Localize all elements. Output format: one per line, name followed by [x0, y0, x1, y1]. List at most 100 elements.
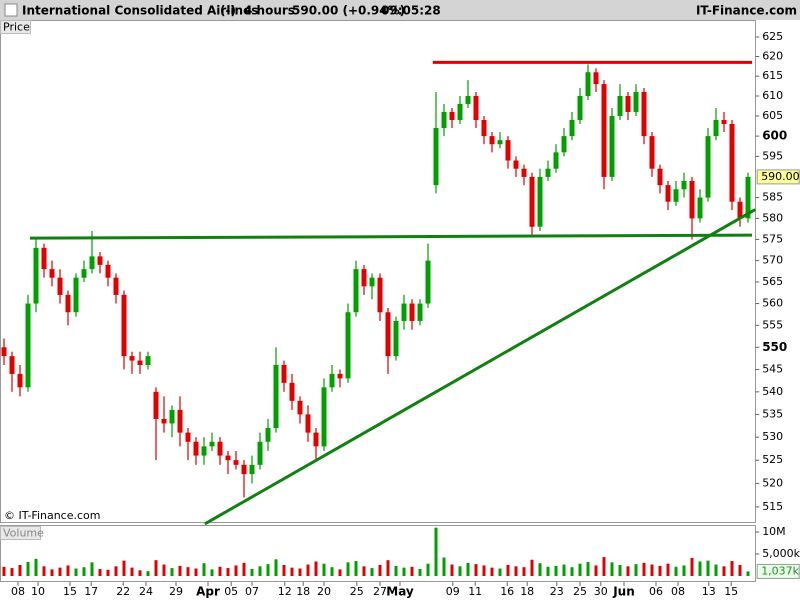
volume-bar — [98, 568, 102, 576]
candle-body — [305, 414, 311, 433]
volume-bar — [418, 568, 422, 576]
candle-body — [233, 460, 239, 465]
volume-bar — [530, 559, 534, 576]
candle-body — [561, 136, 567, 153]
candle-body — [537, 176, 543, 227]
candle-body — [313, 432, 319, 447]
header-bar — [0, 0, 800, 20]
x-tick-label: 29 — [169, 585, 183, 598]
volume-bar — [338, 569, 342, 576]
volume-bar — [234, 565, 238, 576]
volume-bar — [706, 560, 710, 576]
volume-bar — [42, 566, 46, 576]
volume-bar — [306, 564, 310, 576]
candle-body — [729, 123, 735, 202]
volume-bar — [74, 568, 78, 576]
y-tick-label: 560 — [762, 297, 783, 310]
y-tick-label: 570 — [762, 254, 783, 267]
volume-bar — [618, 565, 622, 576]
volume-bar — [106, 569, 110, 576]
y-tick-label: 580 — [762, 211, 783, 224]
candle-body — [617, 95, 623, 116]
candle-body — [593, 72, 599, 85]
candle-body — [633, 92, 639, 112]
x-tick-label: 27 — [373, 585, 387, 598]
candle-body — [209, 441, 215, 447]
candle-body — [169, 409, 175, 424]
candle-body — [153, 391, 159, 419]
candle-body — [297, 400, 303, 415]
candle-body — [401, 303, 407, 321]
candle-body — [497, 140, 503, 145]
volume-bar — [650, 564, 654, 576]
candle-body — [689, 181, 695, 219]
volume-bar — [610, 562, 614, 576]
candle-body — [73, 277, 79, 313]
volume-bar — [258, 566, 262, 576]
candle-body — [49, 269, 55, 278]
quote: 590.00 (+0.94%) — [292, 4, 405, 18]
x-tick-label: 22 — [116, 585, 130, 598]
trend-line — [204, 208, 756, 526]
candle-body — [713, 119, 719, 137]
candle-body — [17, 373, 23, 388]
candle-body — [473, 95, 479, 120]
candle-body — [9, 356, 15, 374]
volume-bar — [570, 567, 574, 576]
window-icon[interactable] — [4, 3, 18, 17]
volume-bar — [362, 566, 366, 576]
candle-body — [577, 95, 583, 120]
trend-line — [29, 233, 753, 240]
x-tick-label: 18 — [520, 585, 534, 598]
volume-bar — [26, 561, 30, 576]
candle-body — [89, 256, 95, 270]
volume-bar — [738, 565, 742, 576]
y-tick-label: 545 — [762, 362, 783, 375]
watermark: © IT-Finance.com — [4, 509, 101, 522]
last-volume-label: 1,037k — [761, 564, 799, 577]
candle-body — [145, 356, 151, 366]
volume-bar — [130, 567, 134, 576]
candle-body — [409, 303, 415, 321]
volume-bar — [714, 564, 718, 576]
y-tick-label: 535 — [762, 407, 783, 420]
volume-bar — [202, 563, 206, 576]
x-tick-label: 05 — [224, 585, 238, 598]
candle-body — [657, 168, 663, 186]
volume-tick-label: 5,000k — [762, 547, 800, 560]
volume-bar — [90, 562, 94, 576]
candle-body — [545, 168, 551, 177]
instrument-name: International Consolidated Airlines — [22, 4, 258, 18]
y-tick-label: 565 — [762, 275, 783, 288]
volume-bar — [634, 564, 638, 576]
time: 09:05:28 — [381, 4, 441, 18]
candle-body — [161, 418, 167, 424]
x-tick-label: 15 — [724, 585, 738, 598]
volume-bar — [210, 569, 214, 576]
volume-bar — [322, 563, 326, 576]
y-tick-label: 595 — [762, 149, 783, 162]
x-tick-label: 30 — [594, 585, 608, 598]
price-frame — [0, 20, 756, 523]
volume-bar — [378, 565, 382, 576]
candle-body — [457, 103, 463, 120]
volume-bar — [82, 567, 86, 576]
y-tick-label: 625 — [762, 30, 783, 43]
candle-body — [745, 176, 751, 219]
volume-bar — [546, 566, 550, 576]
volume-bar — [226, 568, 230, 576]
candle-body — [121, 294, 127, 357]
volume-bar — [498, 568, 502, 576]
volume-bar — [330, 567, 334, 576]
candle-body — [273, 365, 279, 429]
x-tick-label: 06 — [649, 585, 663, 598]
volume-bar — [266, 564, 270, 576]
candle-body — [377, 277, 383, 313]
volume-bar — [602, 557, 606, 576]
volume-bar — [434, 527, 438, 576]
candle-body — [513, 160, 519, 169]
volume-bar — [666, 563, 670, 576]
x-tick-label: 13 — [702, 585, 716, 598]
candle-body — [201, 446, 207, 456]
